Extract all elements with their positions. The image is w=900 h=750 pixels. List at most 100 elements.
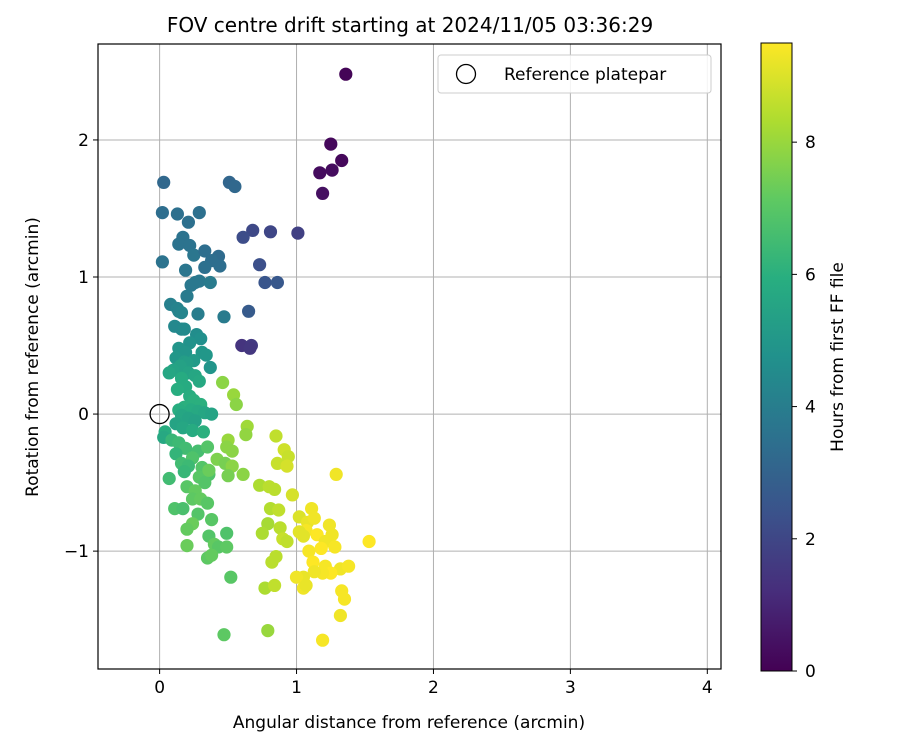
data-point: [191, 507, 205, 521]
data-point: [177, 322, 191, 336]
data-point: [174, 306, 189, 320]
data-point: [325, 163, 339, 177]
data-point: [302, 544, 316, 558]
data-point: [162, 471, 176, 486]
data-point: [169, 447, 183, 461]
x-tick-label: 3: [565, 678, 576, 698]
data-point: [181, 215, 195, 229]
chart-title: FOV centre drift starting at 2024/11/05 …: [167, 13, 653, 37]
data-point: [316, 633, 330, 647]
data-point: [170, 207, 184, 221]
data-point: [155, 206, 169, 220]
data-point: [329, 467, 343, 481]
y-tick-label: 0: [78, 405, 89, 425]
data-point: [273, 521, 287, 535]
y-axis-label: Rotation from reference (arcmin): [23, 217, 43, 497]
data-point: [157, 175, 171, 189]
x-tick-label: 1: [291, 678, 302, 698]
data-point: [299, 578, 313, 593]
x-axis-label: Angular distance from reference (arcmin): [233, 713, 585, 733]
data-point: [185, 423, 200, 438]
data-point: [170, 382, 184, 396]
data-point: [192, 374, 206, 388]
legend-label: Reference platepar: [504, 65, 666, 85]
data-point: [269, 429, 283, 443]
data-point: [213, 259, 227, 273]
data-point: [289, 570, 304, 584]
data-point: [229, 397, 243, 412]
data-point: [253, 258, 267, 272]
data-point: [203, 360, 217, 375]
reference-platepar-marker: [149, 403, 170, 425]
data-point: [155, 255, 169, 269]
plot-frame: [97, 43, 722, 670]
data-point: [194, 332, 208, 346]
data-point: [172, 237, 186, 251]
data-point: [180, 539, 194, 553]
y-tick-label: 2: [78, 131, 89, 151]
data-point: [333, 608, 347, 623]
data-point: [220, 540, 234, 554]
data-point: [216, 375, 230, 390]
data-point: [314, 541, 328, 556]
data-point: [187, 248, 201, 262]
data-point: [261, 624, 275, 638]
data-point: [220, 526, 234, 540]
data-point: [177, 465, 191, 479]
data-point: [180, 289, 194, 303]
data-point: [192, 206, 206, 220]
colorbar-ticks: 0 2 4 6 8: [792, 133, 816, 682]
data-point: [199, 348, 213, 362]
data-point: [243, 341, 257, 355]
data-point: [217, 310, 231, 324]
data-point: [268, 482, 282, 496]
data-point: [335, 153, 349, 168]
data-point: [242, 304, 256, 318]
data-point: [263, 225, 278, 239]
y-tick-label: 1: [78, 268, 89, 288]
x-tick-label: 2: [428, 678, 439, 698]
data-point: [224, 570, 238, 584]
data-point: [339, 67, 353, 81]
data-point: [202, 463, 216, 477]
data-point: [307, 565, 321, 579]
data-point: [236, 467, 250, 481]
axes: 0 1 2 3 4 −1 0 1 2: [64, 131, 713, 698]
data-point: [280, 459, 294, 473]
data-point: [205, 548, 219, 562]
data-point: [217, 628, 231, 642]
data-point: [313, 166, 327, 180]
colorbar-tick-label: 8: [805, 133, 816, 153]
data-point: [296, 529, 310, 543]
data-points: [149, 67, 376, 647]
data-point: [200, 496, 215, 510]
data-point: [291, 226, 305, 240]
data-point: [270, 275, 284, 290]
data-point: [179, 263, 193, 277]
data-point: [239, 428, 253, 442]
colorbar-gradient: [760, 42, 793, 672]
data-point: [192, 274, 206, 288]
x-tick-label: 0: [154, 678, 165, 698]
legend: Reference platepar: [437, 54, 712, 94]
data-point: [236, 230, 250, 244]
data-point: [205, 407, 219, 421]
data-point: [179, 345, 193, 359]
data-point: [180, 522, 194, 536]
data-point: [246, 223, 260, 237]
data-point: [280, 534, 294, 549]
data-point: [198, 260, 212, 274]
data-point: [337, 592, 352, 606]
data-point: [205, 513, 219, 527]
data-point: [225, 444, 239, 458]
data-point: [203, 275, 217, 290]
legend-box: [437, 54, 712, 94]
data-point: [221, 469, 235, 483]
data-point: [265, 555, 279, 569]
data-point: [362, 534, 376, 549]
data-point: [268, 578, 282, 593]
colorbar: 0 2 4 6 8 Hours from first FF file: [760, 42, 848, 682]
colorbar-tick-label: 4: [805, 398, 816, 418]
x-tick-label: 4: [702, 678, 713, 698]
data-point: [261, 517, 275, 531]
